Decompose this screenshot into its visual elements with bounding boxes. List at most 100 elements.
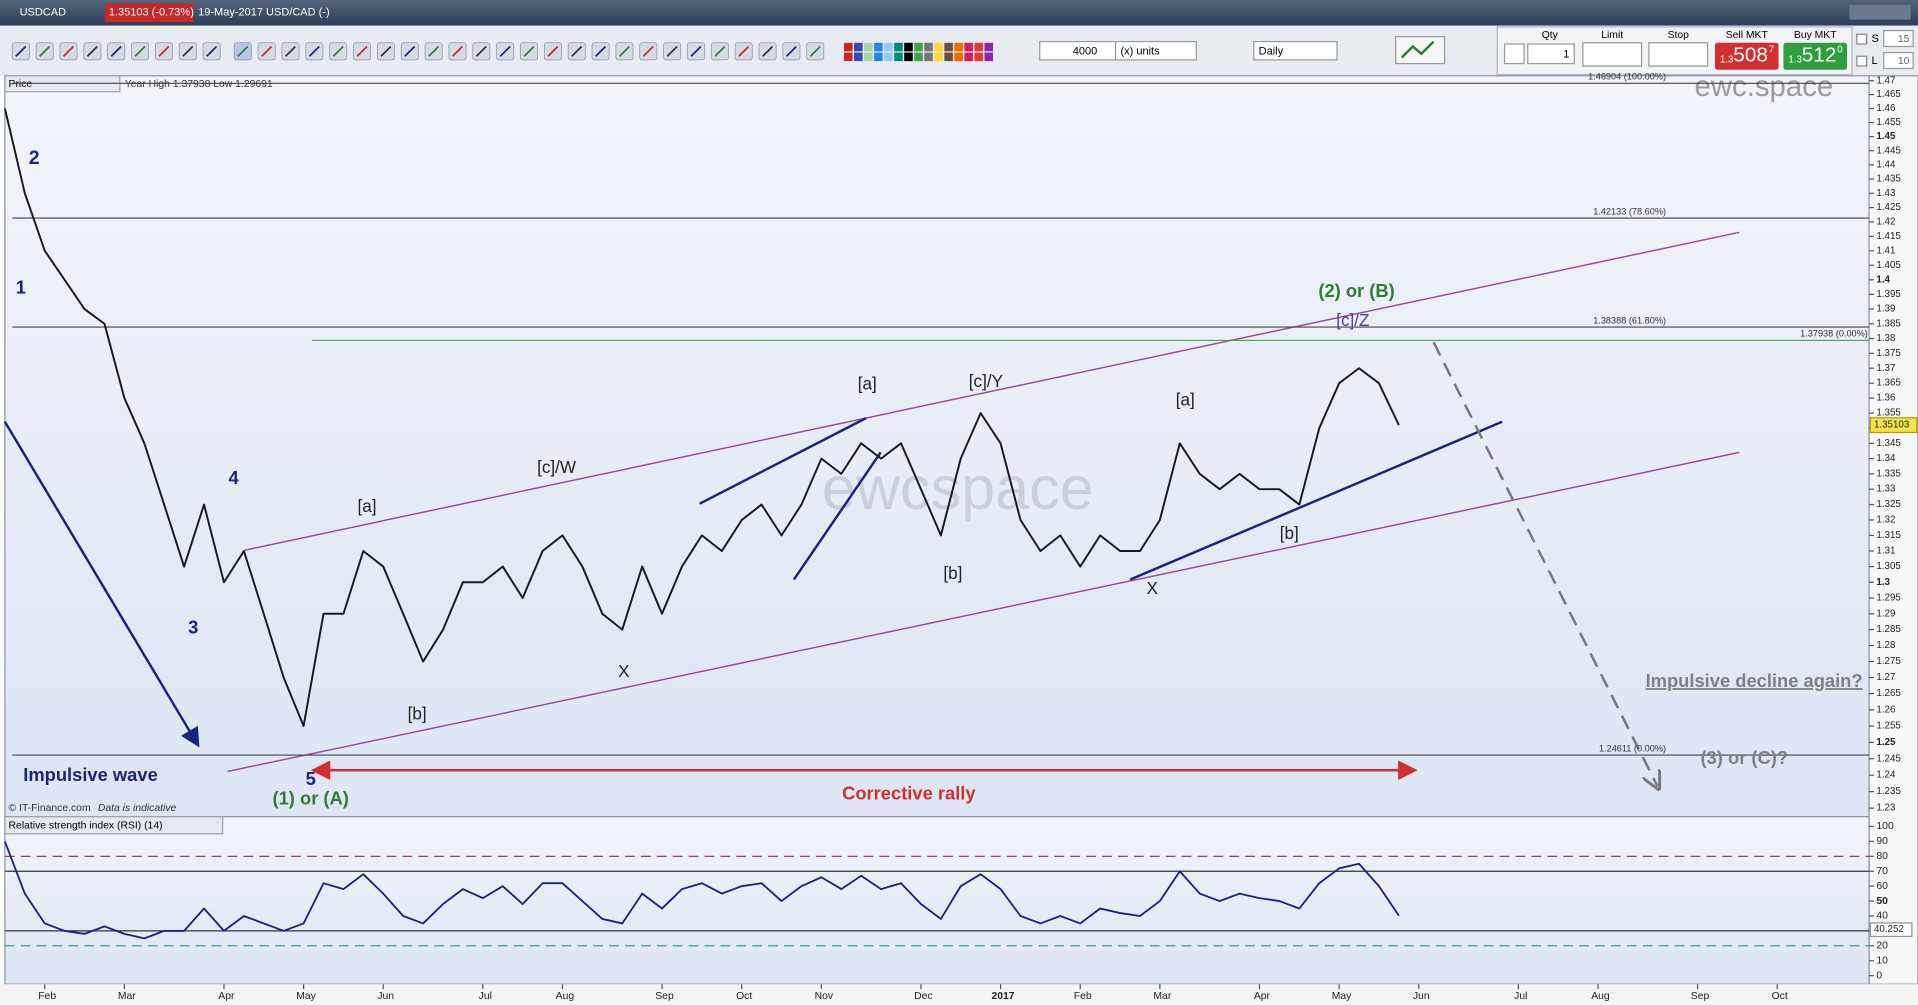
sell-button[interactable] — [1714, 42, 1779, 70]
y-tick-label: 1.435 — [1876, 174, 1901, 185]
buy-button[interactable] — [1783, 42, 1848, 70]
window-controls[interactable] — [1849, 4, 1911, 20]
color-swatch[interactable] — [844, 42, 853, 52]
y-tick-label: 1.36 — [1876, 393, 1895, 404]
y-tick-label: 1.25 — [1876, 737, 1896, 748]
y-tick-label: 1.46 — [1876, 103, 1895, 114]
color-swatch[interactable] — [854, 52, 863, 62]
wave-label: [a] — [858, 375, 877, 394]
x-tick-label: Mar — [1153, 991, 1171, 1002]
current-rsi-box — [1869, 922, 1913, 938]
current-price: 1.35103 — [1874, 420, 1909, 431]
tool-icon — [451, 45, 463, 57]
y-tick-label: 1.39 — [1876, 304, 1895, 315]
color-swatch[interactable] — [884, 42, 893, 52]
wave-label: 4 — [229, 467, 240, 488]
s-input[interactable] — [1883, 29, 1914, 48]
y-tick-label: 1.47 — [1876, 75, 1895, 86]
limit-button[interactable] — [1582, 42, 1643, 67]
watermark-center: ewcspace — [822, 454, 1094, 522]
color-swatch[interactable] — [984, 52, 994, 62]
x-tick-label: May — [296, 991, 316, 1002]
rsi-tick-label: 0 — [1876, 970, 1882, 981]
color-swatch[interactable] — [894, 42, 903, 52]
stop-button[interactable] — [1648, 42, 1709, 67]
level-label: 1.46904 (100.00%) — [1588, 72, 1666, 82]
color-swatch[interactable] — [944, 52, 953, 62]
buy-label: Buy MKT — [1794, 30, 1837, 41]
color-swatch[interactable] — [864, 42, 873, 52]
color-swatch[interactable] — [914, 52, 923, 62]
y-tick-label: 1.285 — [1876, 624, 1901, 635]
color-swatch[interactable] — [884, 52, 893, 62]
qty-input[interactable] — [1527, 43, 1575, 65]
price-badge — [105, 3, 194, 23]
color-swatch[interactable] — [934, 42, 943, 52]
color-swatch[interactable] — [974, 52, 983, 62]
wave-label: (2) or (B) — [1318, 280, 1394, 301]
color-swatch[interactable] — [844, 52, 853, 62]
y-tick-label: 1.465 — [1876, 89, 1901, 100]
s-checkbox[interactable] — [1856, 33, 1868, 45]
interval-select[interactable] — [1253, 40, 1338, 61]
l-checkbox[interactable] — [1856, 55, 1868, 67]
sell-prefix: 1.3 — [1720, 54, 1734, 65]
level-label: 1.24611 (0.00%) — [1599, 743, 1666, 753]
y-tick-label: 1.385 — [1876, 318, 1901, 329]
y-tick-label: 1.345 — [1876, 438, 1901, 449]
y-tick-label: 1.31 — [1876, 546, 1895, 557]
color-swatch[interactable] — [904, 52, 913, 62]
y-tick-label: 1.455 — [1876, 117, 1901, 128]
color-swatch[interactable] — [864, 52, 873, 62]
y-tick-label: 1.335 — [1876, 468, 1901, 479]
tool-icon — [404, 45, 416, 57]
price-line — [4, 841, 1400, 940]
buy-pips: 512 — [1802, 44, 1837, 67]
color-swatch[interactable] — [964, 42, 973, 52]
color-swatch[interactable] — [934, 52, 943, 62]
color-swatch[interactable] — [954, 52, 963, 62]
y-tick-label: 1.355 — [1876, 408, 1901, 419]
x-tick-label: Nov — [815, 991, 834, 1002]
quantity: 4000 — [1073, 45, 1097, 57]
s-value: 15 — [1898, 34, 1910, 45]
y-tick-label: 1.275 — [1876, 656, 1901, 667]
sell-pips: 508 — [1733, 44, 1768, 67]
y-tick-label: 1.365 — [1876, 378, 1901, 389]
color-swatch[interactable] — [854, 42, 863, 52]
x-tick-label: Dec — [914, 991, 932, 1002]
wave-label: X — [618, 662, 630, 681]
x-tick-label: May — [1332, 991, 1352, 1002]
level-label: 1.42133 (78.60%) — [1593, 206, 1666, 216]
color-swatch[interactable] — [984, 42, 994, 52]
color-swatch[interactable] — [964, 52, 973, 62]
color-swatch[interactable] — [874, 52, 883, 62]
units-select[interactable] — [1114, 40, 1197, 61]
toolbar-icons — [11, 42, 994, 62]
color-swatch[interactable] — [944, 42, 953, 52]
settings-button[interactable] — [1503, 43, 1525, 65]
color-swatch[interactable] — [874, 42, 883, 52]
color-swatch[interactable] — [924, 42, 933, 52]
color-swatch[interactable] — [914, 42, 923, 52]
buy-prefix: 1.3 — [1788, 54, 1802, 65]
wave-label: Impulsive decline again? — [1646, 670, 1863, 691]
sell-fraction: 7 — [1769, 45, 1774, 56]
color-swatch[interactable] — [974, 42, 983, 52]
color-swatch[interactable] — [954, 42, 963, 52]
y-tick-label: 1.305 — [1876, 561, 1901, 572]
y-tick-label: 1.295 — [1876, 593, 1901, 604]
color-swatch[interactable] — [894, 52, 903, 62]
interval: Daily — [1259, 45, 1284, 57]
l-input[interactable] — [1883, 51, 1914, 70]
chart-type-button[interactable] — [1395, 36, 1446, 65]
color-swatch[interactable] — [924, 52, 933, 62]
current-rsi: 40.252 — [1874, 924, 1904, 935]
x-tick-label: Feb — [38, 991, 56, 1002]
tool-icon — [642, 45, 654, 57]
x-tick-label: Sep — [655, 991, 674, 1002]
l-value: 10 — [1898, 56, 1910, 67]
color-swatch[interactable] — [904, 42, 913, 52]
wave-label: X — [1147, 579, 1159, 598]
x-tick-label: Jul — [1514, 991, 1527, 1002]
